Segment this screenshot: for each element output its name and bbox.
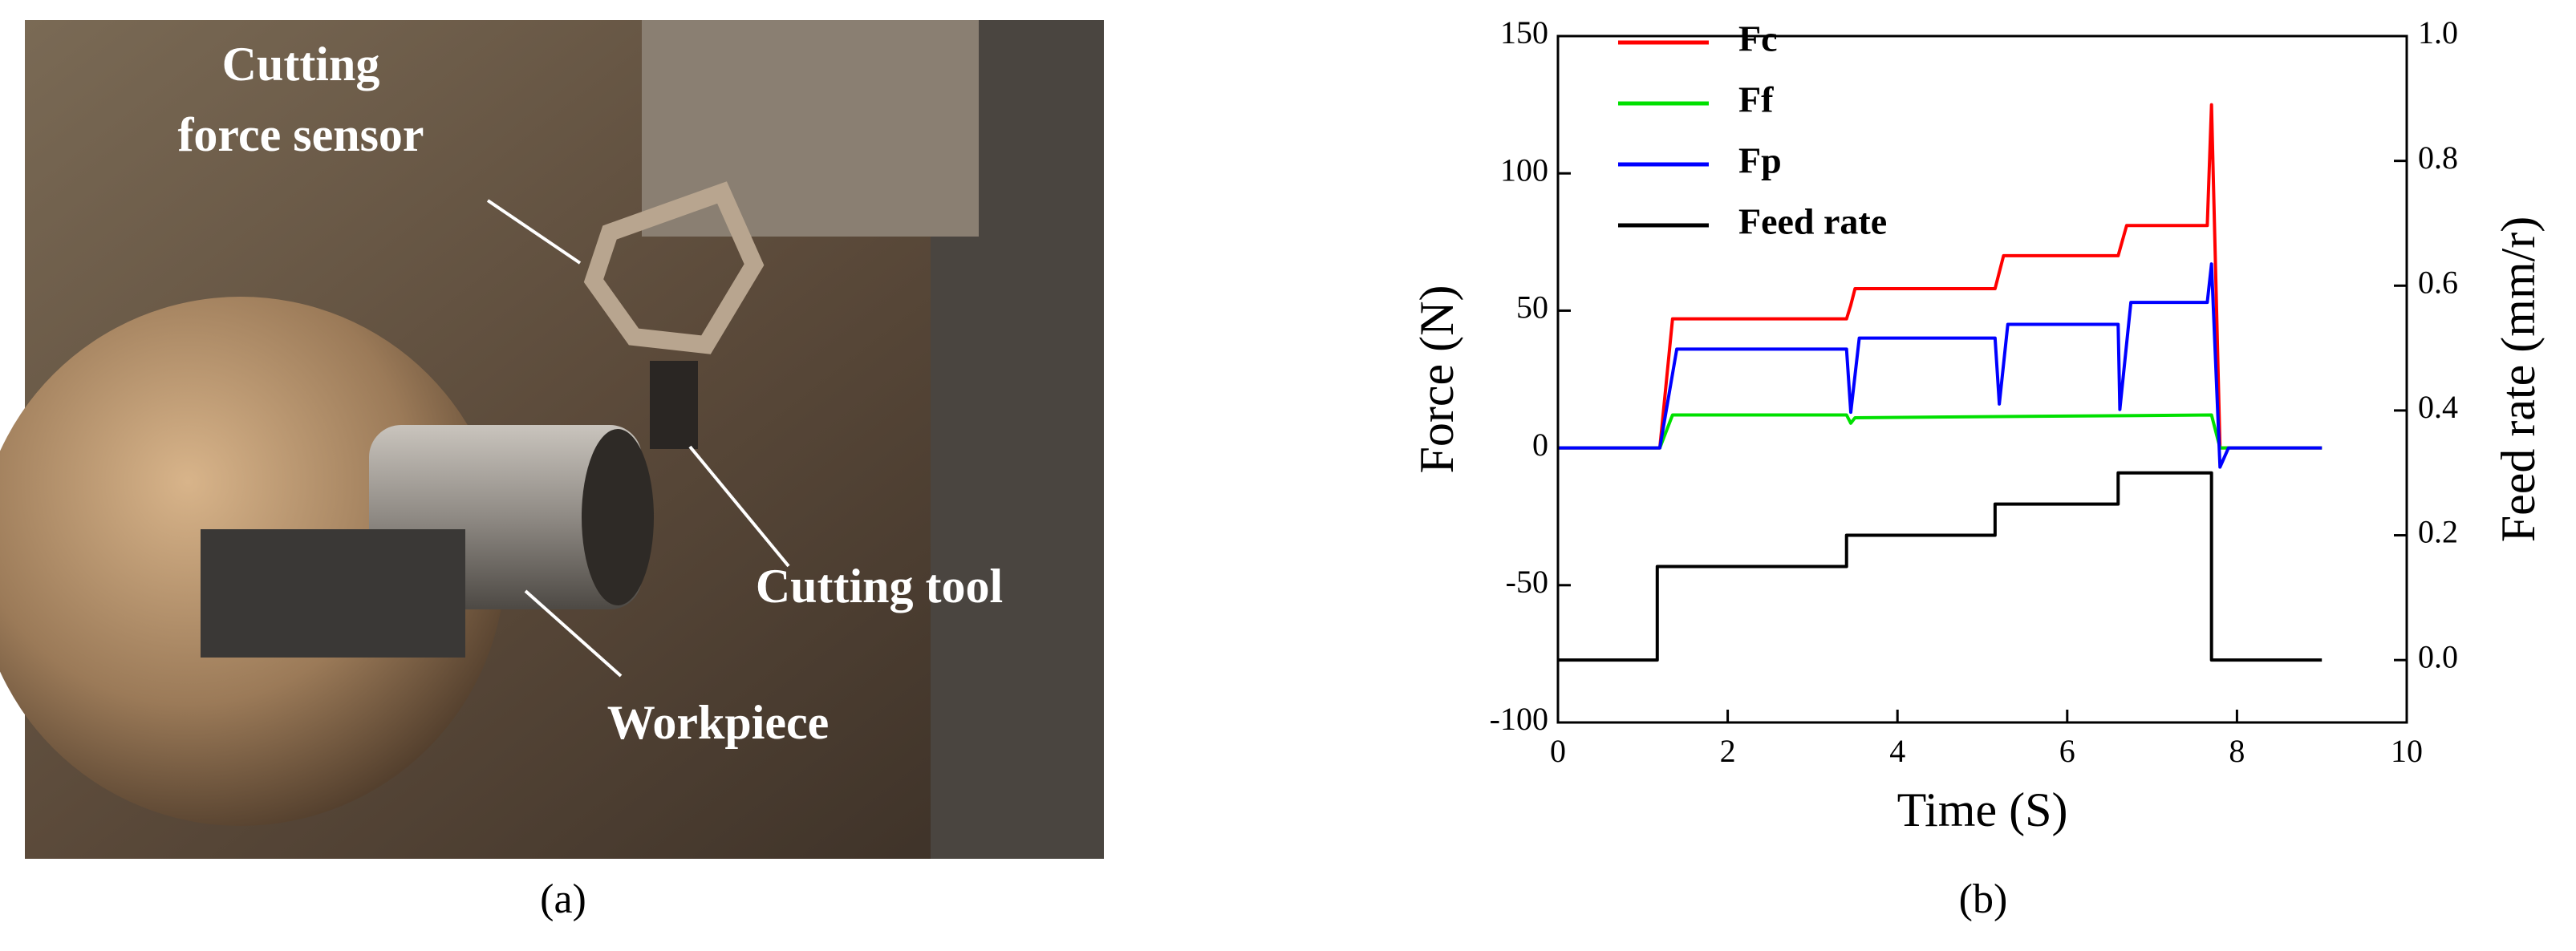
photo-label: Cutting (222, 38, 380, 91)
series-line (1558, 262, 2322, 469)
x-tick-label: 4 (1889, 733, 1905, 769)
y-tick-label: 0 (1532, 427, 1548, 463)
chart: (b) 0 2 4 6 8 10 -100 -50 0 50 100 150 0.0 0.2 0.4 0.6 0.… (1410, 14, 2545, 922)
series-line (1558, 103, 2322, 450)
y-tick-label: -50 (1506, 564, 1548, 600)
x-tick-label: 10 (2391, 733, 2423, 769)
photo-label: Cutting tool (756, 560, 1003, 613)
legend-label: Fc (1738, 18, 1778, 59)
x-tick-label: 0 (1550, 733, 1566, 769)
sensor-frame (583, 181, 765, 354)
y-axis-label: Force (N) (1410, 285, 1463, 474)
caption: (b) (1959, 876, 2008, 922)
y2-tick-label: 0.4 (2418, 389, 2458, 425)
y2-tick-label: 0.6 (2418, 264, 2458, 300)
plot-frame (1556, 34, 2408, 724)
y-tick-label: -100 (1490, 701, 1548, 737)
x-tick-label: 8 (2229, 733, 2245, 769)
legend-label: Fp (1738, 140, 1782, 181)
jaw (201, 529, 465, 658)
y-tick-label: 50 (1516, 289, 1548, 326)
y2-tick-label: 0.2 (2418, 514, 2458, 550)
y2-axis-label: Feed rate (mm/r) (2492, 217, 2545, 543)
legend-label: Feed rate (1738, 201, 1887, 242)
workpiece-end (582, 429, 654, 605)
x-axis-label: Time (S) (1897, 783, 2068, 836)
leader-line (486, 199, 582, 265)
legend-label: Ff (1738, 79, 1774, 120)
leader-line (524, 589, 623, 678)
cutting-tool (650, 361, 698, 449)
y2-tick-label: 0.8 (2418, 140, 2458, 176)
x-tick-label: 2 (1720, 733, 1736, 769)
y2-tick-label: 1.0 (2418, 14, 2458, 51)
series-line (1558, 413, 2322, 450)
leader-line (688, 445, 790, 568)
y2-tick-label: 0.0 (2418, 638, 2458, 674)
x-tick-label: 6 (2059, 733, 2075, 769)
caption: (a) (540, 876, 586, 922)
photo-label: force sensor (177, 108, 424, 161)
y-tick-label: 100 (1500, 152, 1548, 188)
y-tick-label: 150 (1500, 14, 1548, 51)
photo: Cutting force sensor Cutting tool Workpi… (0, 20, 1104, 859)
photo-label: Workpiece (607, 696, 830, 749)
series-line (1558, 471, 2322, 662)
